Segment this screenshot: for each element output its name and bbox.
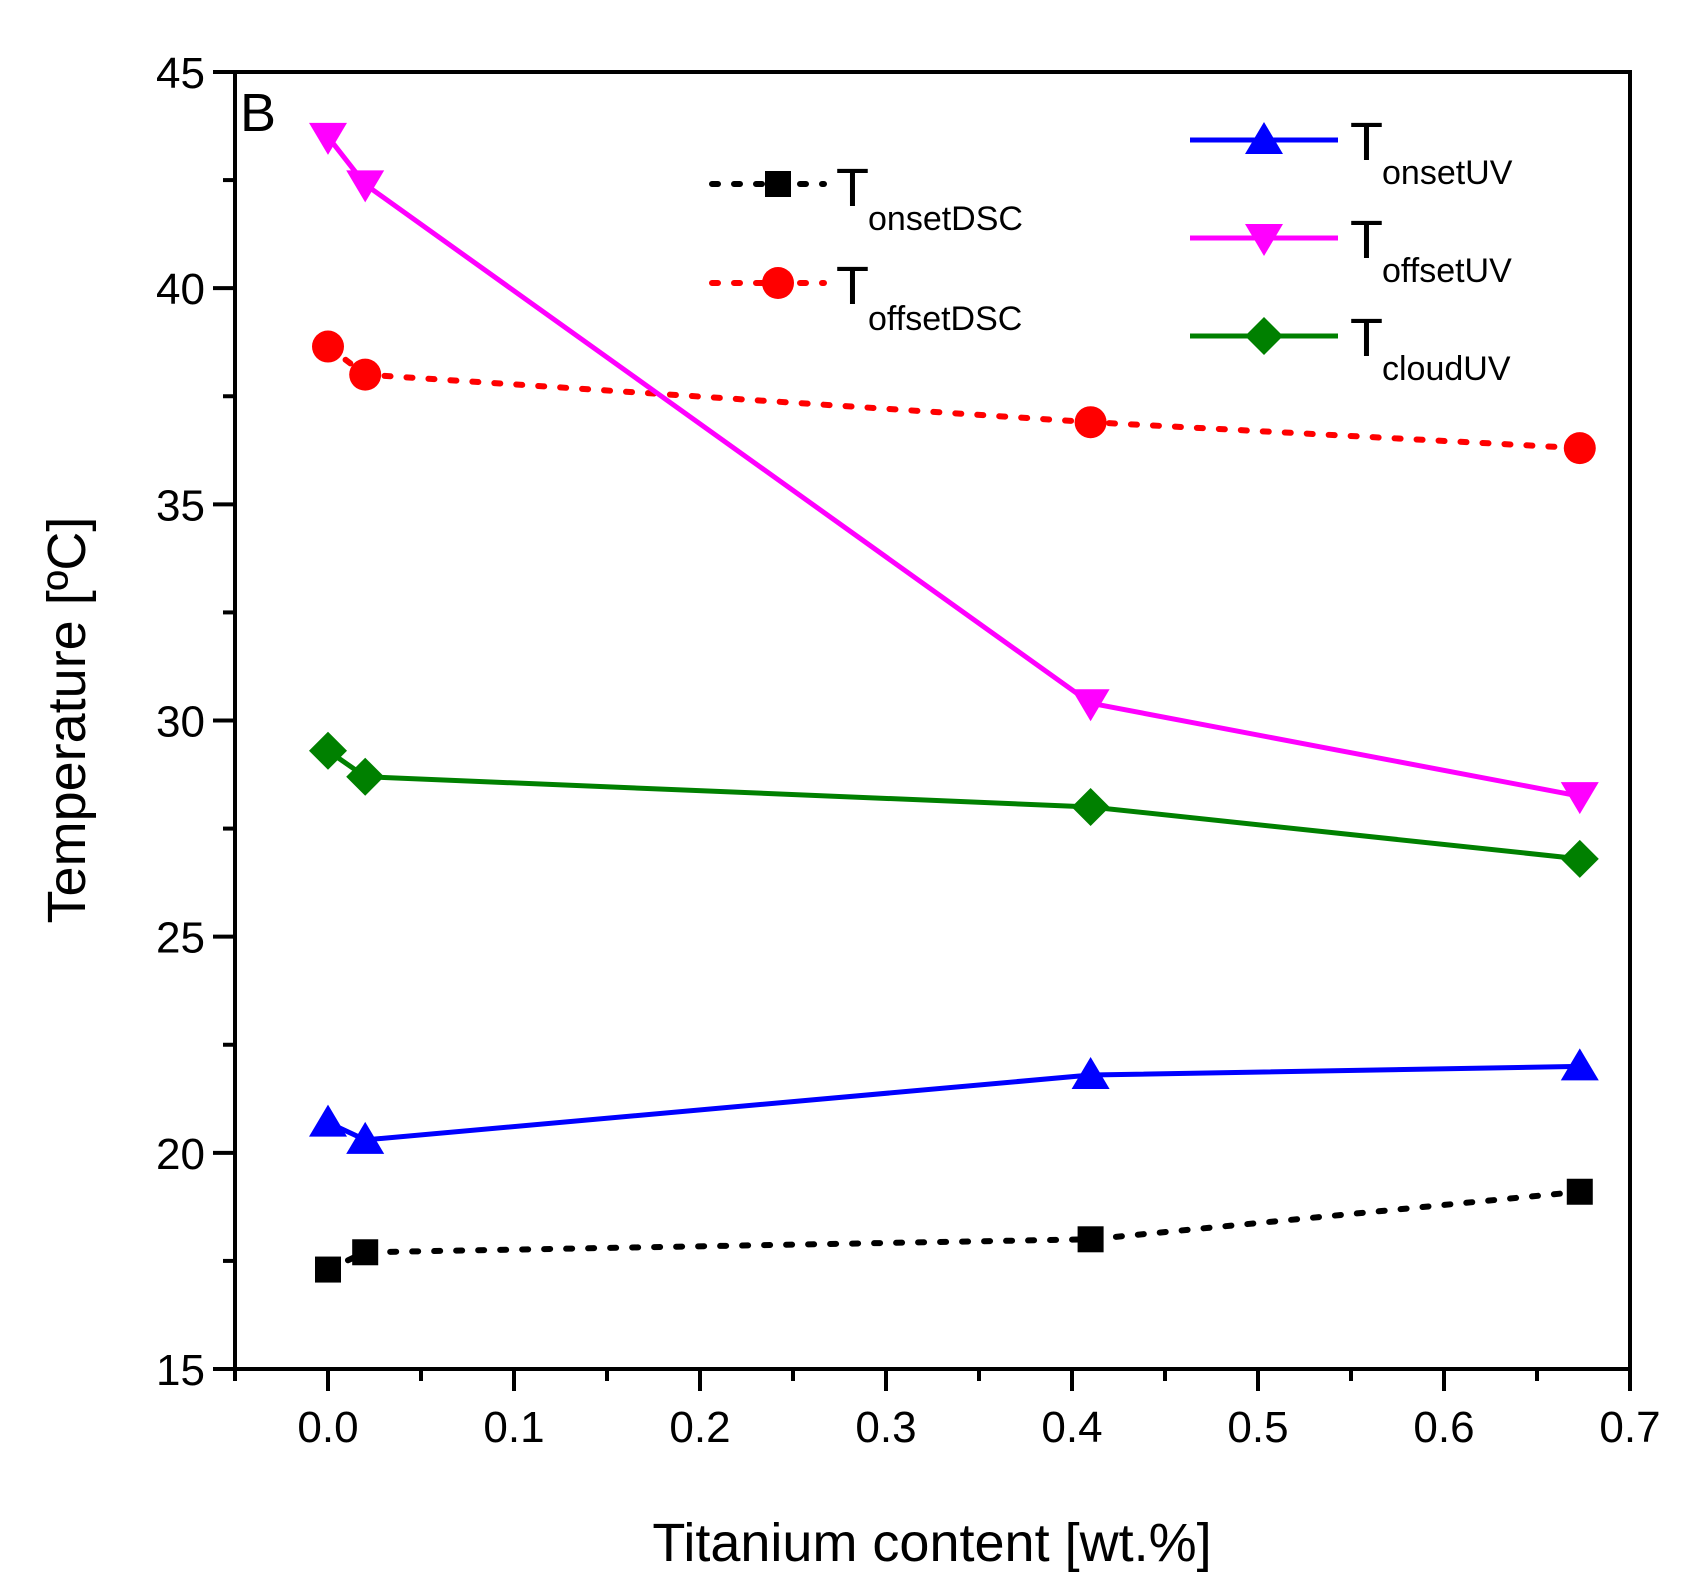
legend-marker [1245, 224, 1283, 256]
y-tick-label: 40 [156, 265, 205, 314]
series-line-onset-uv [326, 1063, 1580, 1143]
data-point-cloud-uv [309, 731, 347, 770]
legend-label-main: T [836, 256, 869, 316]
legend-label-sub: cloudUV [1382, 350, 1511, 388]
legend-marker [762, 267, 794, 299]
x-tick-label: 0.4 [1041, 1403, 1102, 1452]
legend-marker [1245, 317, 1283, 355]
y-tick-label: 20 [156, 1130, 205, 1179]
x-axis: 0.0 0.1 0.2 0.3 0.4 0.5 0.6 0.7 [233, 1369, 1661, 1452]
series-layer [309, 122, 1599, 1283]
legend-label-main: T [1350, 112, 1383, 172]
data-point-offset-uv [309, 122, 347, 155]
data-point-onset-dsc [315, 1256, 341, 1283]
series-cloud-uv [309, 731, 1599, 878]
series-line-offset-dsc [325, 343, 1583, 452]
y-tick-label: 25 [156, 914, 205, 963]
data-point-onset-dsc [1077, 1226, 1104, 1253]
legend-marker [765, 171, 791, 197]
data-point-offset-uv [346, 170, 385, 203]
legend-label-main: T [1350, 210, 1383, 270]
legend-label-main: T [836, 158, 869, 218]
legend-marker [1245, 122, 1283, 154]
y-tick-label: 45 [156, 49, 205, 98]
legend-label-sub: onsetUV [1382, 154, 1513, 192]
series-line-cloud-uv [326, 748, 1581, 862]
series-line-onset-dsc [325, 1188, 1583, 1273]
x-tick-label: 0.3 [855, 1403, 916, 1452]
data-point-offset-dsc [1074, 406, 1107, 439]
data-point-onset-dsc [352, 1239, 379, 1266]
x-tick-label: 0.6 [1413, 1403, 1474, 1452]
x-tick-label: 0.5 [1227, 1403, 1288, 1452]
data-point-onset-uv [1560, 1048, 1599, 1081]
x-axis-title: Titanium content [wt.%] [652, 1513, 1211, 1573]
y-tick-label: 15 [156, 1346, 205, 1395]
data-point-offset-uv [1071, 689, 1110, 722]
y-axis: 15 20 25 30 35 40 45 [156, 49, 235, 1395]
series-offset-uv [309, 122, 1599, 815]
series-offset-dsc [312, 330, 1596, 465]
series-onset-uv [309, 1048, 1599, 1154]
legend-label-sub: offsetDSC [868, 300, 1022, 338]
x-tick-label: 0.0 [297, 1403, 358, 1452]
x-tick-label: 0.2 [669, 1403, 730, 1452]
series-onset-dsc [315, 1178, 1593, 1283]
legend-label-main: T [1350, 308, 1383, 368]
x-tick-label: 0.1 [483, 1403, 544, 1452]
data-point-onset-dsc [1566, 1178, 1593, 1205]
data-point-cloud-uv [346, 757, 385, 796]
panel-letter: B [240, 83, 276, 143]
data-point-cloud-uv [1071, 787, 1110, 826]
legend-label-sub: offsetUV [1382, 252, 1512, 290]
legend: TonsetDSCToffsetDSCTonsetUVToffsetUVTclo… [709, 112, 1513, 388]
data-point-onset-uv [1071, 1057, 1110, 1090]
y-axis-title: Temperature [ºC] [37, 517, 97, 924]
y-tick-label: 30 [156, 698, 205, 747]
legend-label-sub: onsetDSC [868, 200, 1023, 238]
series-line-offset-uv [326, 135, 1581, 799]
data-point-onset-uv [309, 1104, 347, 1137]
data-point-offset-dsc [1563, 432, 1596, 465]
data-point-cloud-uv [1560, 839, 1599, 878]
y-tick-label: 35 [156, 481, 205, 530]
data-point-onset-uv [346, 1121, 385, 1154]
data-point-offset-uv [1560, 782, 1599, 815]
data-point-offset-dsc [349, 358, 382, 391]
x-tick-label: 0.7 [1599, 1403, 1660, 1452]
data-point-offset-dsc [312, 330, 344, 363]
